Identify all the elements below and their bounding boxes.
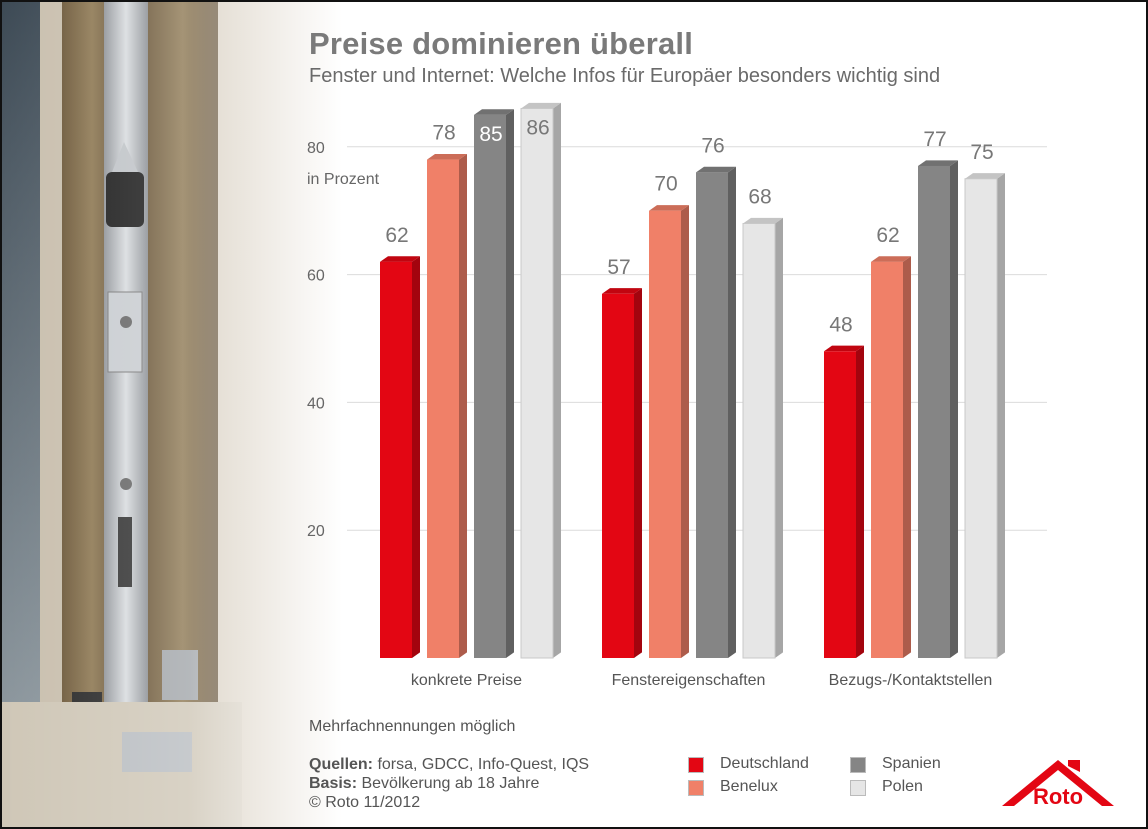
data-label: 70 [654,173,677,196]
data-label: 85 [479,123,502,146]
footnote: Mehrfachnennungen möglich [309,718,516,735]
legend-swatch-benelux [688,780,704,796]
basis-text: Bevölkerung ab 18 Jahre [357,775,540,792]
bar-side [553,102,561,659]
bar-top [965,173,1005,179]
legend-swatch-spanien [850,757,866,773]
roto-logo: Roto [1002,760,1114,809]
sources-label: Quellen: [309,756,374,773]
bar [964,178,998,659]
data-label: 77 [923,128,946,151]
legend-label: Polen [882,778,923,795]
bar-side [459,153,467,659]
roof-icon [1002,760,1114,806]
bar [649,210,681,658]
legend-swatch-deutschland [688,757,704,773]
x-category-label: Bezugs-/Kontaktstellen [829,672,993,689]
bar-side [728,166,736,658]
bar-side [681,205,689,658]
bar-side [775,217,783,658]
legend-label: Benelux [720,778,778,795]
bar [380,261,412,658]
bar-top [743,217,783,224]
bar-top [824,345,864,352]
data-label: 75 [970,141,993,164]
legend-label: Deutschland [720,755,809,772]
bar [427,159,459,658]
data-label: 48 [829,313,852,336]
bar-side [903,256,911,658]
sources-line: Quellen: forsa, GDCC, Info-Quest, IQS [309,756,589,774]
data-label: 62 [876,224,899,247]
y-tick-label: 20 [307,523,325,540]
bar-top [918,160,958,166]
data-label: 68 [748,185,771,208]
bar [520,107,554,659]
basis-label: Basis: [309,775,358,792]
data-label: 86 [526,116,549,139]
bar [696,172,728,659]
logo-text: Roto [1033,784,1083,809]
bar-top [871,256,911,262]
bar-side [997,173,1005,658]
bar-top [474,109,514,115]
data-label: 57 [607,256,630,279]
y-tick-label: 60 [307,268,325,285]
data-label: 76 [701,134,724,157]
y-axis-label: in Prozent [307,171,380,188]
bar-side [856,345,864,658]
data-label: 78 [432,122,455,145]
x-category-label: konkrete Preise [411,672,522,689]
bar [742,222,776,659]
bar-top [602,288,642,294]
chart-subtitle: Fenster und Internet: Welche Infos für E… [309,65,941,87]
bar-top [380,256,420,262]
legend-swatch-polen [850,780,866,796]
basis-line: Basis: Bevölkerung ab 18 Jahre [309,775,539,793]
chart-title: Preise dominieren überall [309,26,694,61]
bar [824,351,856,658]
bar-side [506,109,514,658]
bar-side [634,288,642,658]
bar-top [427,153,467,160]
bar [474,114,506,659]
data-label: 62 [385,224,408,247]
bar-top [649,205,689,211]
bar [602,293,634,658]
sources-text: forsa, GDCC, Info-Quest, IQS [373,756,590,773]
bar [871,261,903,658]
bar-side [950,160,958,658]
x-category-label: Fenstereigenschaften [612,672,766,689]
bar-top [696,166,736,173]
y-tick-label: 40 [307,395,325,412]
bar-side [412,256,420,658]
y-tick-label: 80 [307,140,325,157]
legend-label: Spanien [882,755,941,772]
window-hardware-photo [2,2,342,827]
copyright: © Roto 11/2012 [309,794,421,811]
bar-top [521,102,561,109]
bar [918,165,950,658]
